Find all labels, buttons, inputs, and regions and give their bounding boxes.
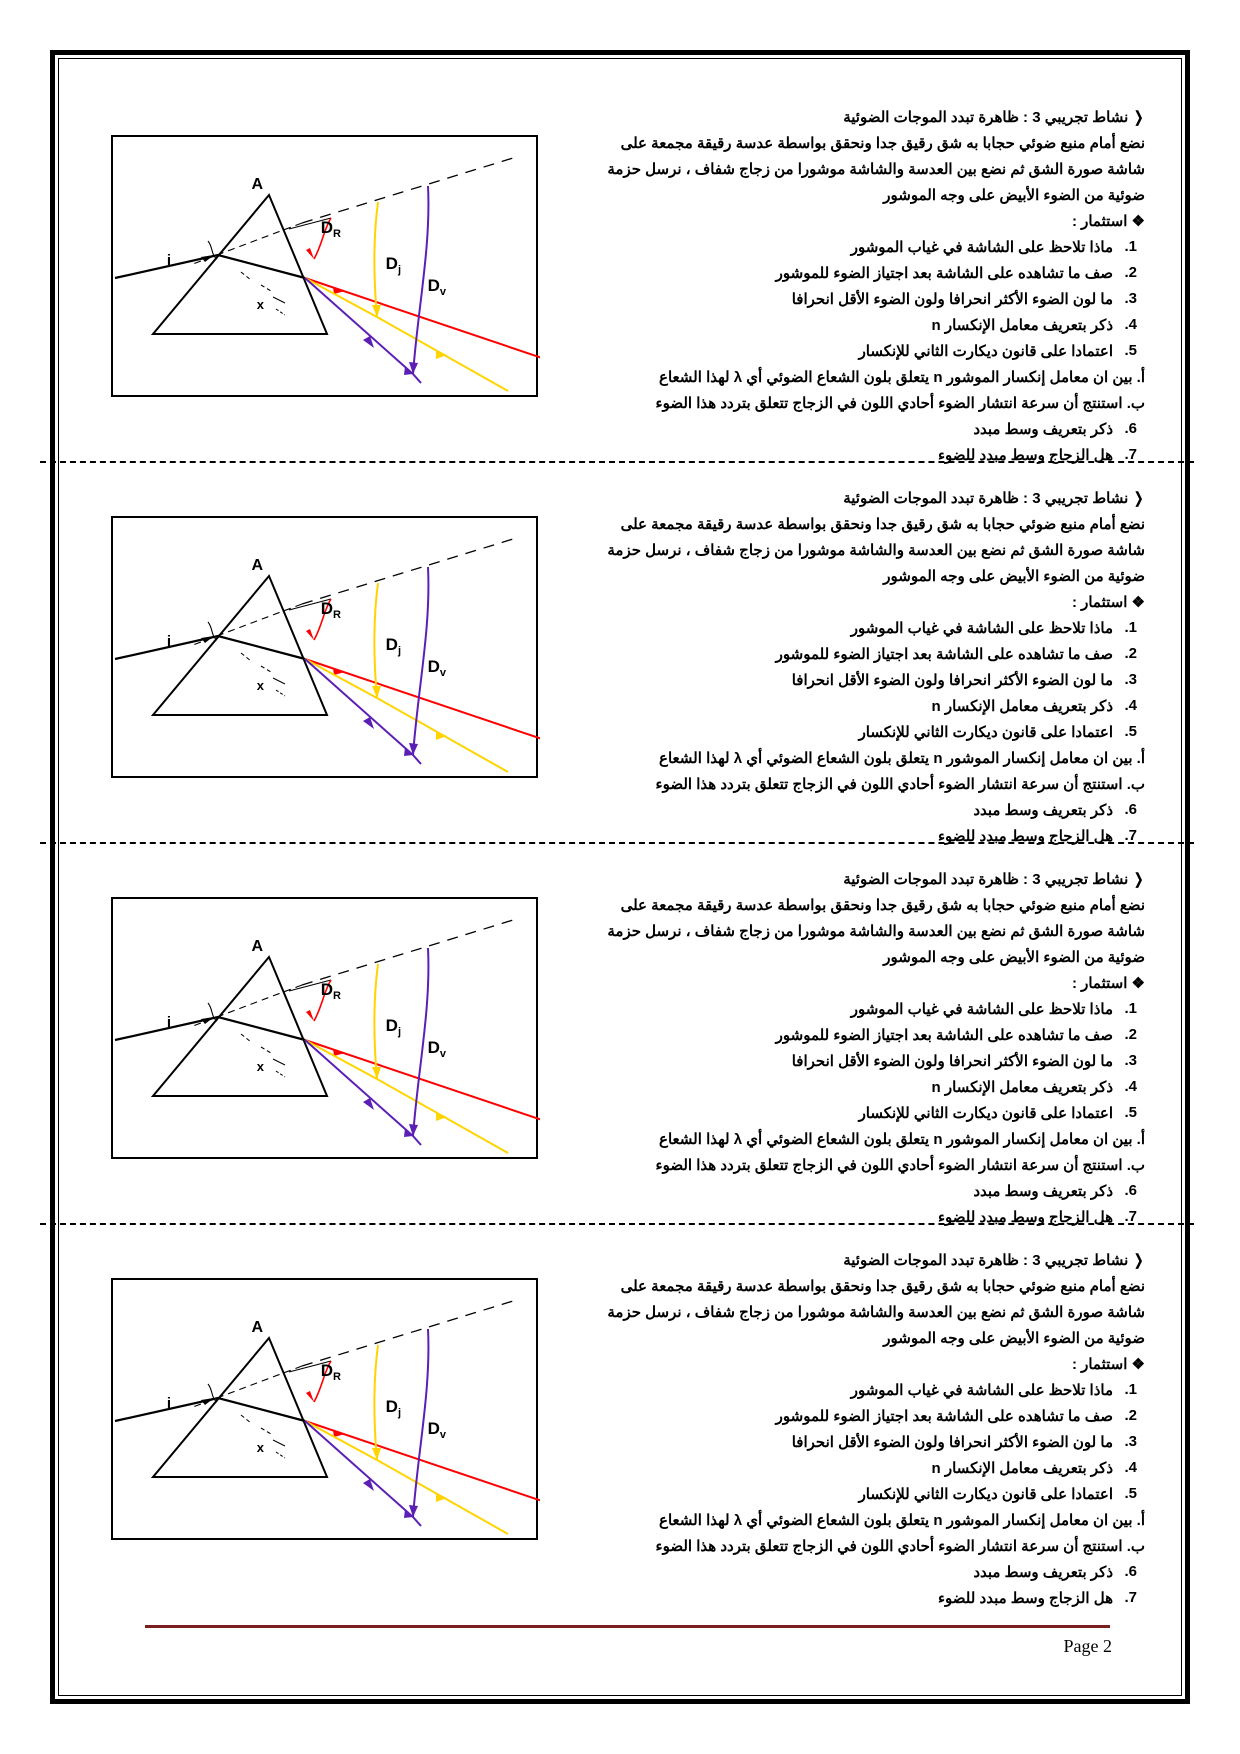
svg-text:x: x [257,678,265,693]
svg-text:Dv: Dv [428,276,447,298]
svg-text:DR: DR [321,599,341,621]
svg-text:i: i [167,252,171,269]
svg-text:Dv: Dv [428,1038,447,1060]
svg-text:DR: DR [321,1361,341,1383]
svg-text:x: x [257,1059,265,1074]
svg-text:Dv: Dv [428,1419,447,1441]
svg-text:Dj: Dj [386,254,401,276]
svg-text:x: x [257,1440,265,1455]
svg-text:Dv: Dv [428,657,447,679]
svg-text:Dj: Dj [386,1016,401,1038]
svg-text:A: A [251,557,263,574]
svg-text:Dj: Dj [386,635,401,657]
svg-text:DR: DR [321,980,341,1002]
svg-text:x: x [257,297,265,312]
svg-text:DR: DR [321,218,341,240]
svg-text:i: i [167,1395,171,1412]
svg-text:A: A [251,176,263,193]
svg-text:A: A [251,1319,263,1336]
svg-text:Dj: Dj [386,1397,401,1419]
svg-text:i: i [167,633,171,650]
svg-text:i: i [167,1014,171,1031]
svg-text:A: A [251,938,263,955]
